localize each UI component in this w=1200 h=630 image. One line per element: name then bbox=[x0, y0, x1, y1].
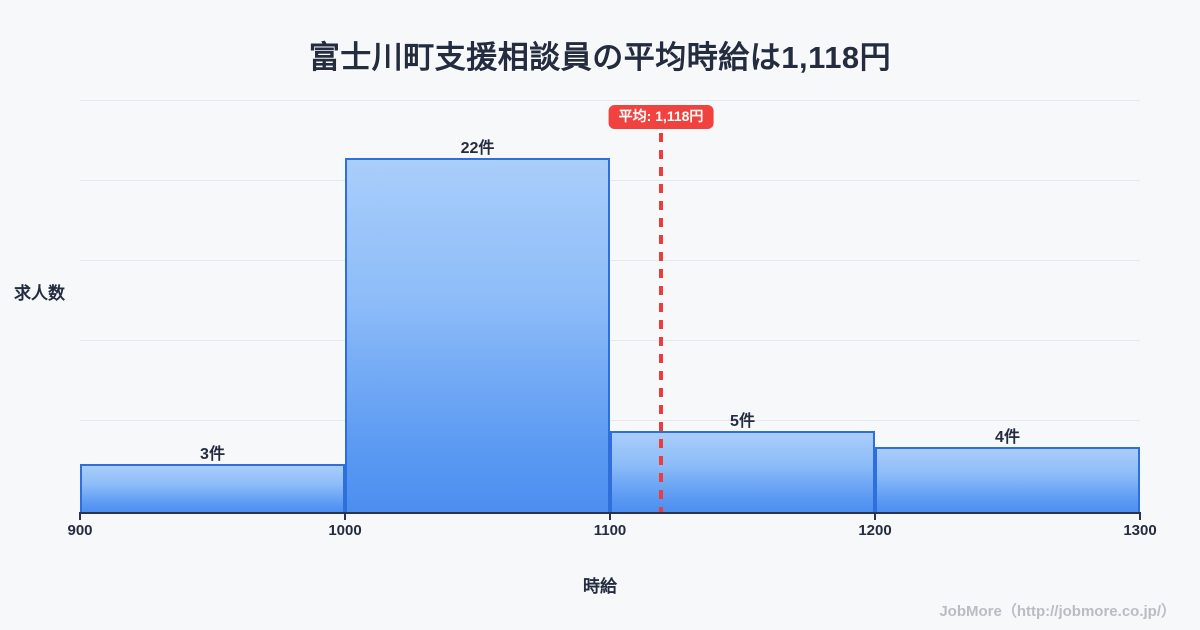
histogram-bar[interactable] bbox=[610, 431, 875, 512]
average-badge: 平均: 1,118円 bbox=[608, 105, 714, 130]
x-tick-label: 1200 bbox=[858, 522, 892, 539]
bar-value-label: 5件 bbox=[730, 413, 755, 430]
bar-value-label: 22件 bbox=[460, 140, 495, 157]
y-axis-title: 求人数 bbox=[14, 284, 65, 303]
x-tick-mark bbox=[344, 512, 346, 520]
x-tick-mark bbox=[874, 512, 876, 520]
footer-watermark: JobMore（http://jobmore.co.jp/） bbox=[939, 603, 1176, 620]
bar-value-label: 4件 bbox=[995, 429, 1020, 446]
x-tick-label: 1300 bbox=[1123, 522, 1157, 539]
gridline bbox=[80, 420, 1140, 421]
gridline bbox=[80, 180, 1140, 181]
x-tick-mark bbox=[79, 512, 81, 520]
bar-value-label: 3件 bbox=[200, 446, 225, 463]
page-title: 富士川町支援相談員の平均時給は1,118円 bbox=[308, 40, 892, 75]
x-tick-mark bbox=[1139, 512, 1141, 520]
histogram-bar[interactable] bbox=[345, 158, 610, 512]
histogram-bar[interactable] bbox=[875, 447, 1140, 512]
x-tick-label: 1100 bbox=[593, 522, 627, 539]
x-tick-label: 900 bbox=[67, 522, 93, 539]
x-tick-label: 1000 bbox=[328, 522, 362, 539]
x-axis-title: 時給 bbox=[583, 577, 617, 596]
gridline bbox=[80, 100, 1140, 101]
gridline bbox=[80, 340, 1140, 341]
plot-area bbox=[80, 100, 1140, 512]
gridline bbox=[80, 260, 1140, 261]
average-line-marker bbox=[659, 133, 663, 512]
x-tick-mark bbox=[609, 512, 611, 520]
histogram-bar[interactable] bbox=[80, 464, 345, 512]
